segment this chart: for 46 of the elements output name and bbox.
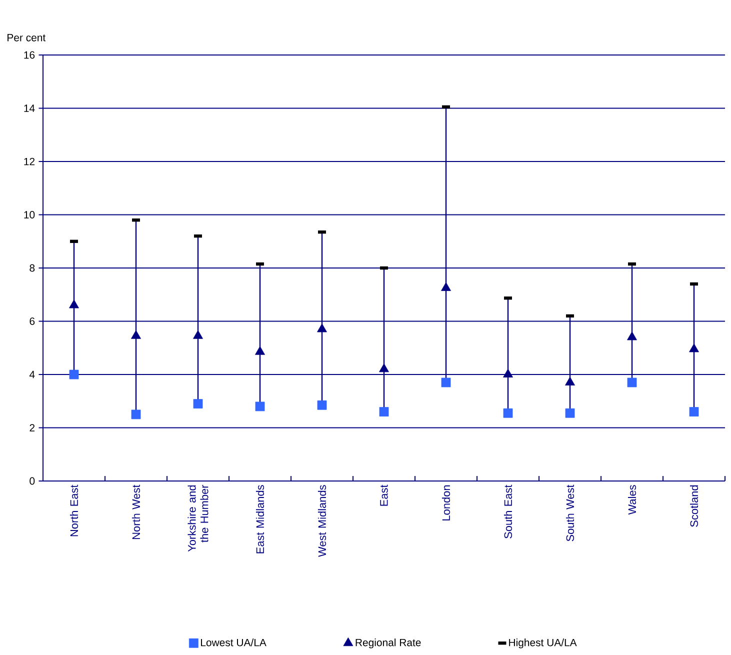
y-tick-label: 6	[30, 318, 35, 325]
point	[441, 282, 451, 291]
point	[193, 399, 203, 408]
x-tick-label: North East	[70, 484, 78, 536]
point	[689, 344, 699, 352]
y-tick-label: 8	[30, 264, 35, 272]
point	[379, 407, 389, 416]
point	[317, 324, 327, 332]
point	[69, 370, 79, 380]
x-tick-label: East	[380, 484, 388, 506]
y-tick-label: 12	[24, 158, 35, 166]
y-tick-label: 10	[24, 211, 35, 218]
y-tick-label: 14	[24, 104, 35, 112]
point	[255, 402, 265, 412]
legend-label: Highest UA/LA	[509, 638, 577, 648]
x-tick-label: London	[442, 485, 450, 520]
point	[255, 346, 265, 355]
point	[627, 378, 637, 388]
y-tick-label: 4	[29, 370, 35, 378]
legend-label: Lowest UA/LA	[201, 638, 266, 646]
point	[627, 332, 637, 340]
point	[131, 330, 141, 339]
point	[317, 400, 327, 410]
point	[193, 330, 203, 339]
y-tick-label: 0	[30, 477, 35, 485]
point	[565, 376, 575, 386]
x-tick-label: South West	[566, 484, 574, 542]
x-tick-label: Scotland	[690, 485, 698, 527]
point	[503, 368, 513, 378]
point	[689, 407, 699, 416]
x-tick-label: North West	[132, 484, 140, 539]
x-tick-label: East Midlands	[256, 485, 264, 554]
legend-label: Regional Rate	[356, 638, 421, 648]
x-tick-label: West Midlands	[318, 485, 326, 557]
x-tick-label: Yorkshire and the Humber	[188, 484, 208, 552]
point	[69, 300, 79, 308]
y-tick-label: 2	[30, 424, 35, 432]
y-tick-label: 16	[24, 51, 35, 59]
y-axis-title: Per cent	[8, 34, 46, 42]
point	[379, 363, 389, 372]
x-tick-label: Wales	[628, 485, 636, 515]
point	[131, 410, 141, 420]
x-tick-label: South East	[504, 484, 512, 538]
point	[503, 408, 513, 418]
point	[441, 378, 451, 388]
point	[565, 408, 575, 418]
